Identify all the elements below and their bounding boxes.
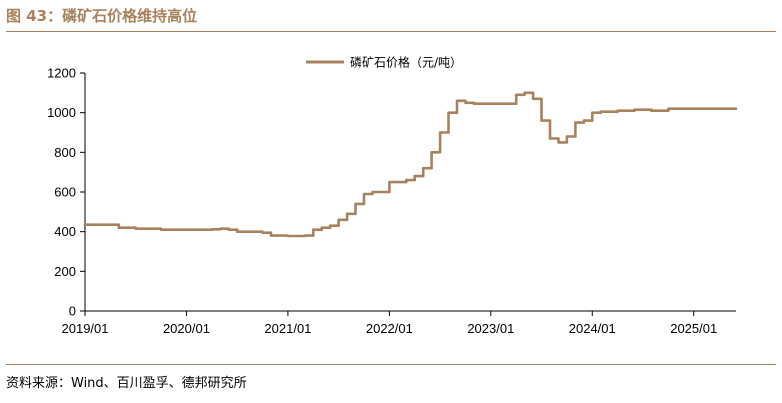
chart-legend: 磷矿石价格（元/吨） [306,55,462,70]
y-tick-label: 0 [69,304,76,319]
y-tick-label: 600 [54,185,76,200]
chart-axes: 0 200 400 600 800 1000 1200 2019/01 2020/01 2021/… [47,66,736,336]
top-divider [6,31,776,32]
y-tick-label: 400 [54,224,76,239]
figure-title: 图 43：磷矿石价格维持高位 [6,7,198,25]
y-tick-label: 200 [54,264,76,279]
x-tick-label: 2025/01 [670,321,717,336]
x-tick-label: 2024/01 [569,321,616,336]
plot-area [83,91,738,238]
source-note: 资料来源：Wind、百川盈孚、德邦研究所 [6,376,247,391]
series-line [83,91,738,238]
x-tick-label: 2020/01 [163,321,210,336]
x-tick-label: 2021/01 [264,321,311,336]
x-tick-label: 2023/01 [467,321,514,336]
bottom-divider [6,364,776,365]
y-tick-label: 800 [54,145,76,160]
x-tick-label: 2019/01 [62,321,109,336]
y-tick-label: 1000 [47,105,76,120]
legend-label: 磷矿石价格（元/吨） [350,55,462,70]
x-tick-label: 2022/01 [366,321,413,336]
y-tick-label: 1200 [47,66,76,81]
